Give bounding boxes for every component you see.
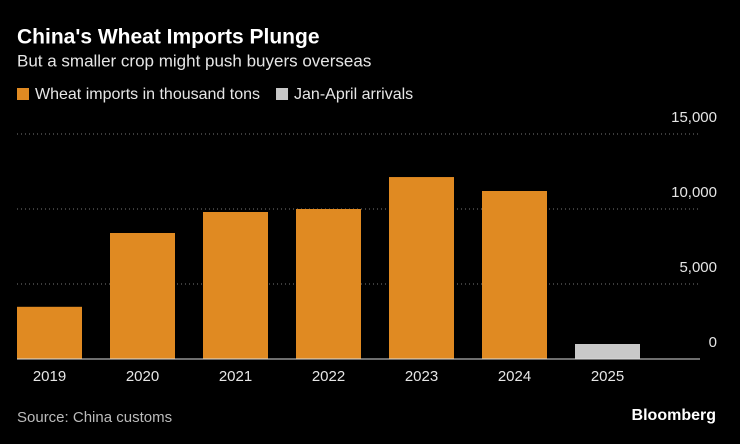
y-tick-label: 15,000 bbox=[671, 109, 717, 126]
chart-subtitle: But a smaller crop might push buyers ove… bbox=[17, 51, 371, 70]
y-tick-label: 0 bbox=[709, 334, 717, 351]
legend-label: Jan-April arrivals bbox=[294, 86, 413, 103]
x-tick-label: 2020 bbox=[126, 368, 159, 385]
bar bbox=[482, 191, 547, 359]
y-tick-label: 5,000 bbox=[679, 259, 717, 276]
bar bbox=[17, 306, 82, 359]
x-tick-label: 2021 bbox=[219, 368, 252, 385]
x-tick-label: 2024 bbox=[498, 368, 531, 385]
bar bbox=[203, 212, 268, 359]
x-tick-label: 2022 bbox=[312, 368, 345, 385]
x-tick-label: 2023 bbox=[405, 368, 438, 385]
y-tick-label: 10,000 bbox=[671, 184, 717, 201]
source: Source: China customs bbox=[17, 409, 172, 426]
chart-title: China's Wheat Imports Plunge bbox=[17, 26, 320, 49]
bar bbox=[110, 233, 175, 359]
x-tick-label: 2019 bbox=[33, 368, 66, 385]
bar bbox=[389, 177, 454, 359]
brand: Bloomberg bbox=[632, 407, 716, 424]
x-tick-label: 2025 bbox=[591, 368, 624, 385]
bar bbox=[575, 344, 640, 359]
legend-swatch bbox=[17, 88, 29, 100]
legend-label: Wheat imports in thousand tons bbox=[35, 86, 260, 103]
bar bbox=[296, 209, 361, 359]
legend-swatch bbox=[276, 88, 289, 100]
